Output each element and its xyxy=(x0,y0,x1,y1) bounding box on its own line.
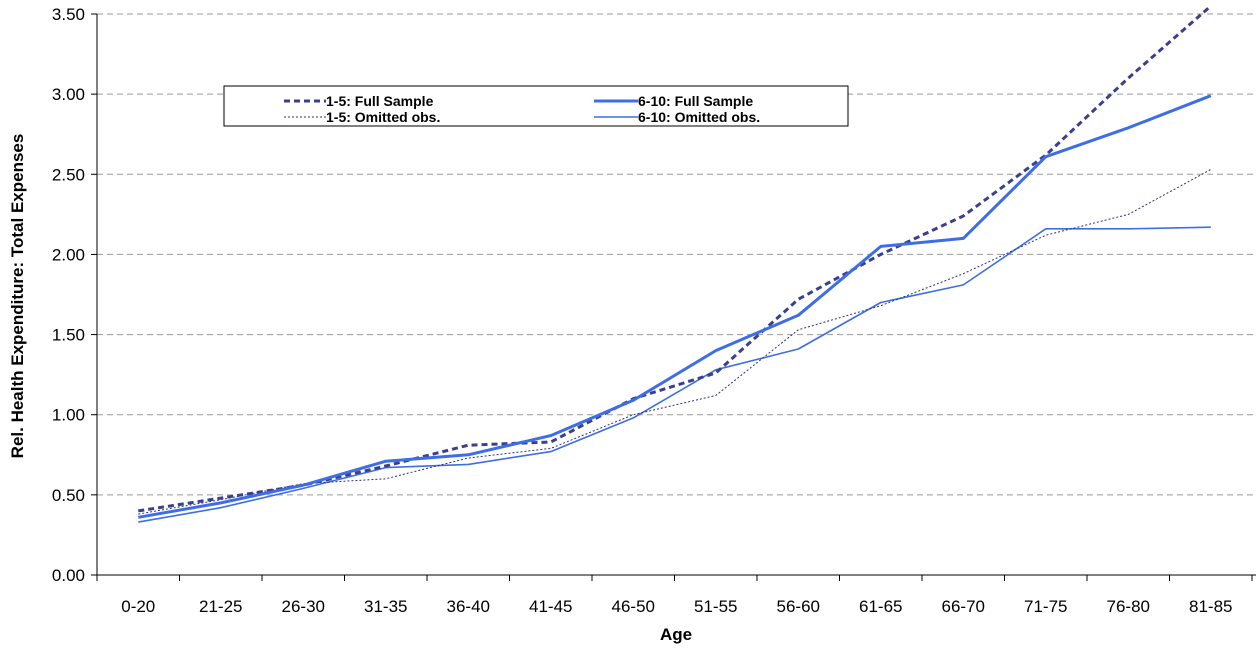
series-line-3 xyxy=(138,169,1212,515)
y-tick-label: 0.50 xyxy=(52,486,85,505)
legend-label-3: 1-5: Omitted obs. xyxy=(326,109,440,125)
y-tick-label: 0.00 xyxy=(52,566,85,585)
y-tick-label: 3.50 xyxy=(52,5,85,24)
x-tick-label: 26-30 xyxy=(282,597,325,616)
series-layer xyxy=(138,4,1212,523)
y-tick-label: 1.00 xyxy=(52,406,85,425)
x-tick-label: 61-65 xyxy=(859,597,902,616)
series-line-2 xyxy=(138,94,1212,519)
x-tick-label: 51-55 xyxy=(694,597,737,616)
y-axis-ticks: 0.00 0.50 1.00 1.50 2.00 2.50 3.00 3.50 xyxy=(52,5,97,585)
x-tick-label: 41-45 xyxy=(529,597,572,616)
legend-label-4: 6-10: Omitted obs. xyxy=(638,109,760,125)
legend-box xyxy=(223,85,849,127)
legend-entry-4: 6-10: Omitted obs. xyxy=(594,109,760,125)
x-tick-label: 36-40 xyxy=(447,597,490,616)
y-tick-label: 1.50 xyxy=(52,326,85,345)
series-line-1 xyxy=(138,4,1212,513)
x-tick-label: 31-35 xyxy=(364,597,407,616)
y-axis-title: Rel. Health Expenditure: Total Expenses xyxy=(8,134,27,459)
series-line-4 xyxy=(138,226,1211,523)
axes xyxy=(96,14,1256,576)
grid-lines xyxy=(97,13,1256,496)
y-tick-label: 2.50 xyxy=(52,165,85,184)
legend-entry-2: 6-10: Full Sample xyxy=(594,93,753,109)
x-tick-label: 0-20 xyxy=(121,597,155,616)
legend-entry-1: 1-5: Full Sample xyxy=(284,93,434,109)
y-tick-label: 3.00 xyxy=(52,85,85,104)
legend-entry-3: 1-5: Omitted obs. xyxy=(284,109,440,125)
legend: 1-5: Full Sample 6-10: Full Sample 1-5: … xyxy=(223,85,849,127)
x-axis-title: Age xyxy=(660,625,692,644)
x-tick-label: 21-25 xyxy=(199,597,242,616)
x-tick-label: 66-70 xyxy=(942,597,985,616)
x-tick-label: 81-85 xyxy=(1189,597,1232,616)
legend-label-2: 6-10: Full Sample xyxy=(638,93,753,109)
x-axis-ticks: 0-20 21-25 26-30 31-35 36-40 41-45 46-50 51-55 5… xyxy=(96,575,1253,616)
y-tick-label: 2.00 xyxy=(52,245,85,264)
legend-label-1: 1-5: Full Sample xyxy=(326,93,434,109)
x-tick-label: 46-50 xyxy=(612,597,655,616)
x-tick-label: 71-75 xyxy=(1024,597,1067,616)
x-tick-label: 56-60 xyxy=(777,597,820,616)
x-tick-label: 76-80 xyxy=(1107,597,1150,616)
